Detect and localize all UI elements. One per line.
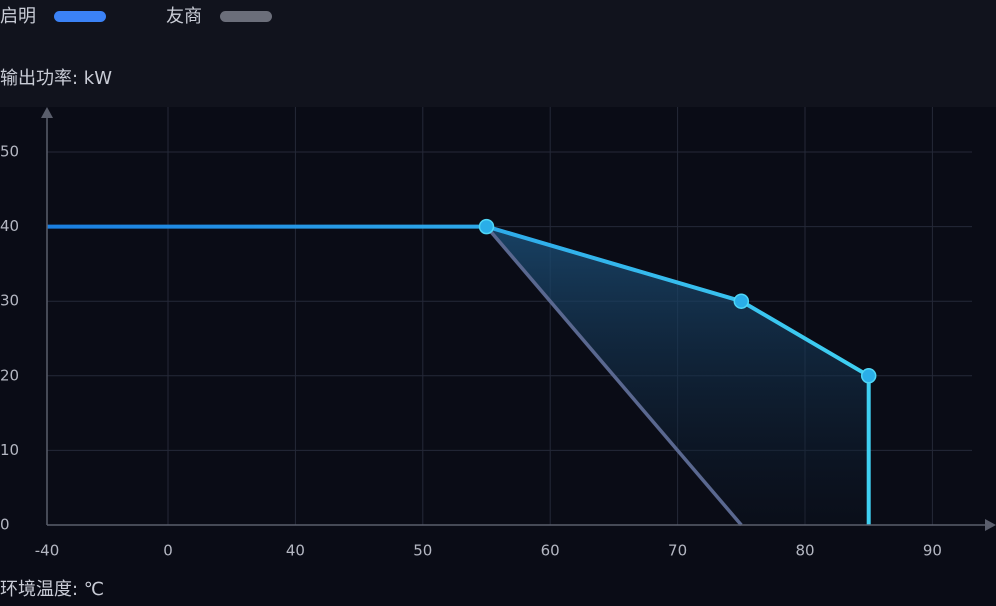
legend-label: 友商 bbox=[166, 6, 202, 27]
y-axis-arrow bbox=[41, 107, 53, 118]
x-tick-label: 70 bbox=[668, 542, 687, 560]
x-tick-label: 40 bbox=[286, 542, 305, 560]
x-axis-title: 环境温度: ℃ bbox=[0, 579, 104, 600]
y-axis-title: 输出功率: kW bbox=[0, 68, 112, 89]
y-tick-label: 20 bbox=[0, 366, 19, 384]
x-tick-label: 0 bbox=[163, 542, 173, 560]
point-marker bbox=[478, 218, 495, 235]
plot bbox=[47, 218, 877, 527]
gap-area bbox=[486, 226, 869, 525]
x-tick-label: 90 bbox=[923, 542, 942, 560]
point-marker bbox=[733, 293, 750, 309]
legend-swatch bbox=[54, 11, 106, 22]
y-tick-label: 30 bbox=[0, 292, 19, 310]
y-tick-label: 0 bbox=[0, 516, 10, 534]
x-tick-label: 80 bbox=[795, 542, 814, 560]
legend-swatch bbox=[220, 11, 272, 22]
y-tick-label: 50 bbox=[0, 143, 19, 161]
legend: 启明 友商 bbox=[0, 6, 272, 27]
x-tick-label: -40 bbox=[35, 542, 60, 560]
x-tick-label: 50 bbox=[413, 542, 432, 560]
legend-label: 启明 bbox=[0, 6, 36, 27]
series-line bbox=[485, 225, 743, 527]
x-axis-arrow bbox=[985, 519, 996, 531]
y-tick-label: 10 bbox=[0, 441, 19, 459]
x-tick-label: 60 bbox=[541, 542, 560, 560]
y-tick-label: 40 bbox=[0, 217, 19, 235]
plot-background bbox=[0, 107, 996, 606]
point-marker bbox=[860, 368, 877, 384]
